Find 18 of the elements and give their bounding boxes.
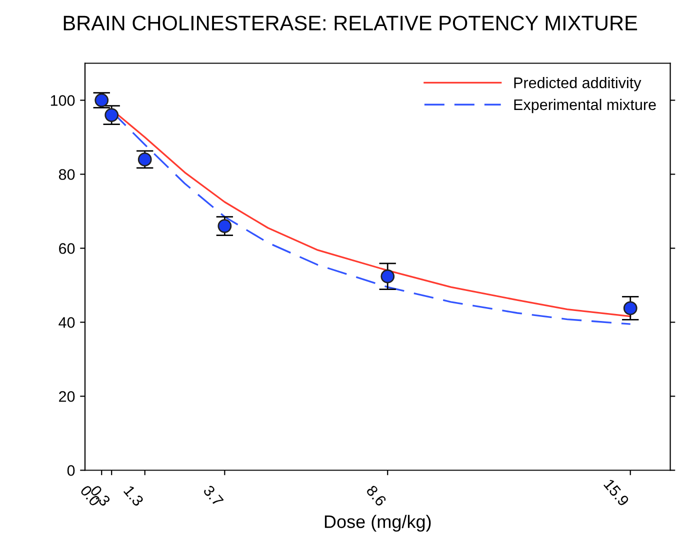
x-tick-label: 1.3 [123, 484, 144, 507]
point [104, 108, 119, 122]
y-tick-label: 80 [58, 169, 75, 180]
y-tick-label: 20 [59, 391, 75, 402]
y-tick-label: 0 [67, 465, 75, 476]
point [380, 269, 395, 284]
y-tick-label: 40 [58, 317, 75, 328]
x-tick-label: 15.9 [603, 478, 630, 507]
point [623, 301, 638, 316]
legend-label: Predicted additivity [514, 77, 642, 92]
x-tick-label: 8.6 [366, 484, 387, 507]
legend-label: Experimental mixture [514, 98, 656, 114]
y-tick-label: 60 [59, 243, 75, 254]
point [218, 219, 232, 233]
chart-title: BRAIN CHOLINESTERASE: RELATIVE POTENCY MIXTURE [64, 16, 638, 30]
y-tick-label: 100 [50, 95, 75, 106]
x-tick-label: 3.7 [202, 484, 224, 507]
x-axis-title: Dose (mg/kg) [324, 514, 431, 532]
